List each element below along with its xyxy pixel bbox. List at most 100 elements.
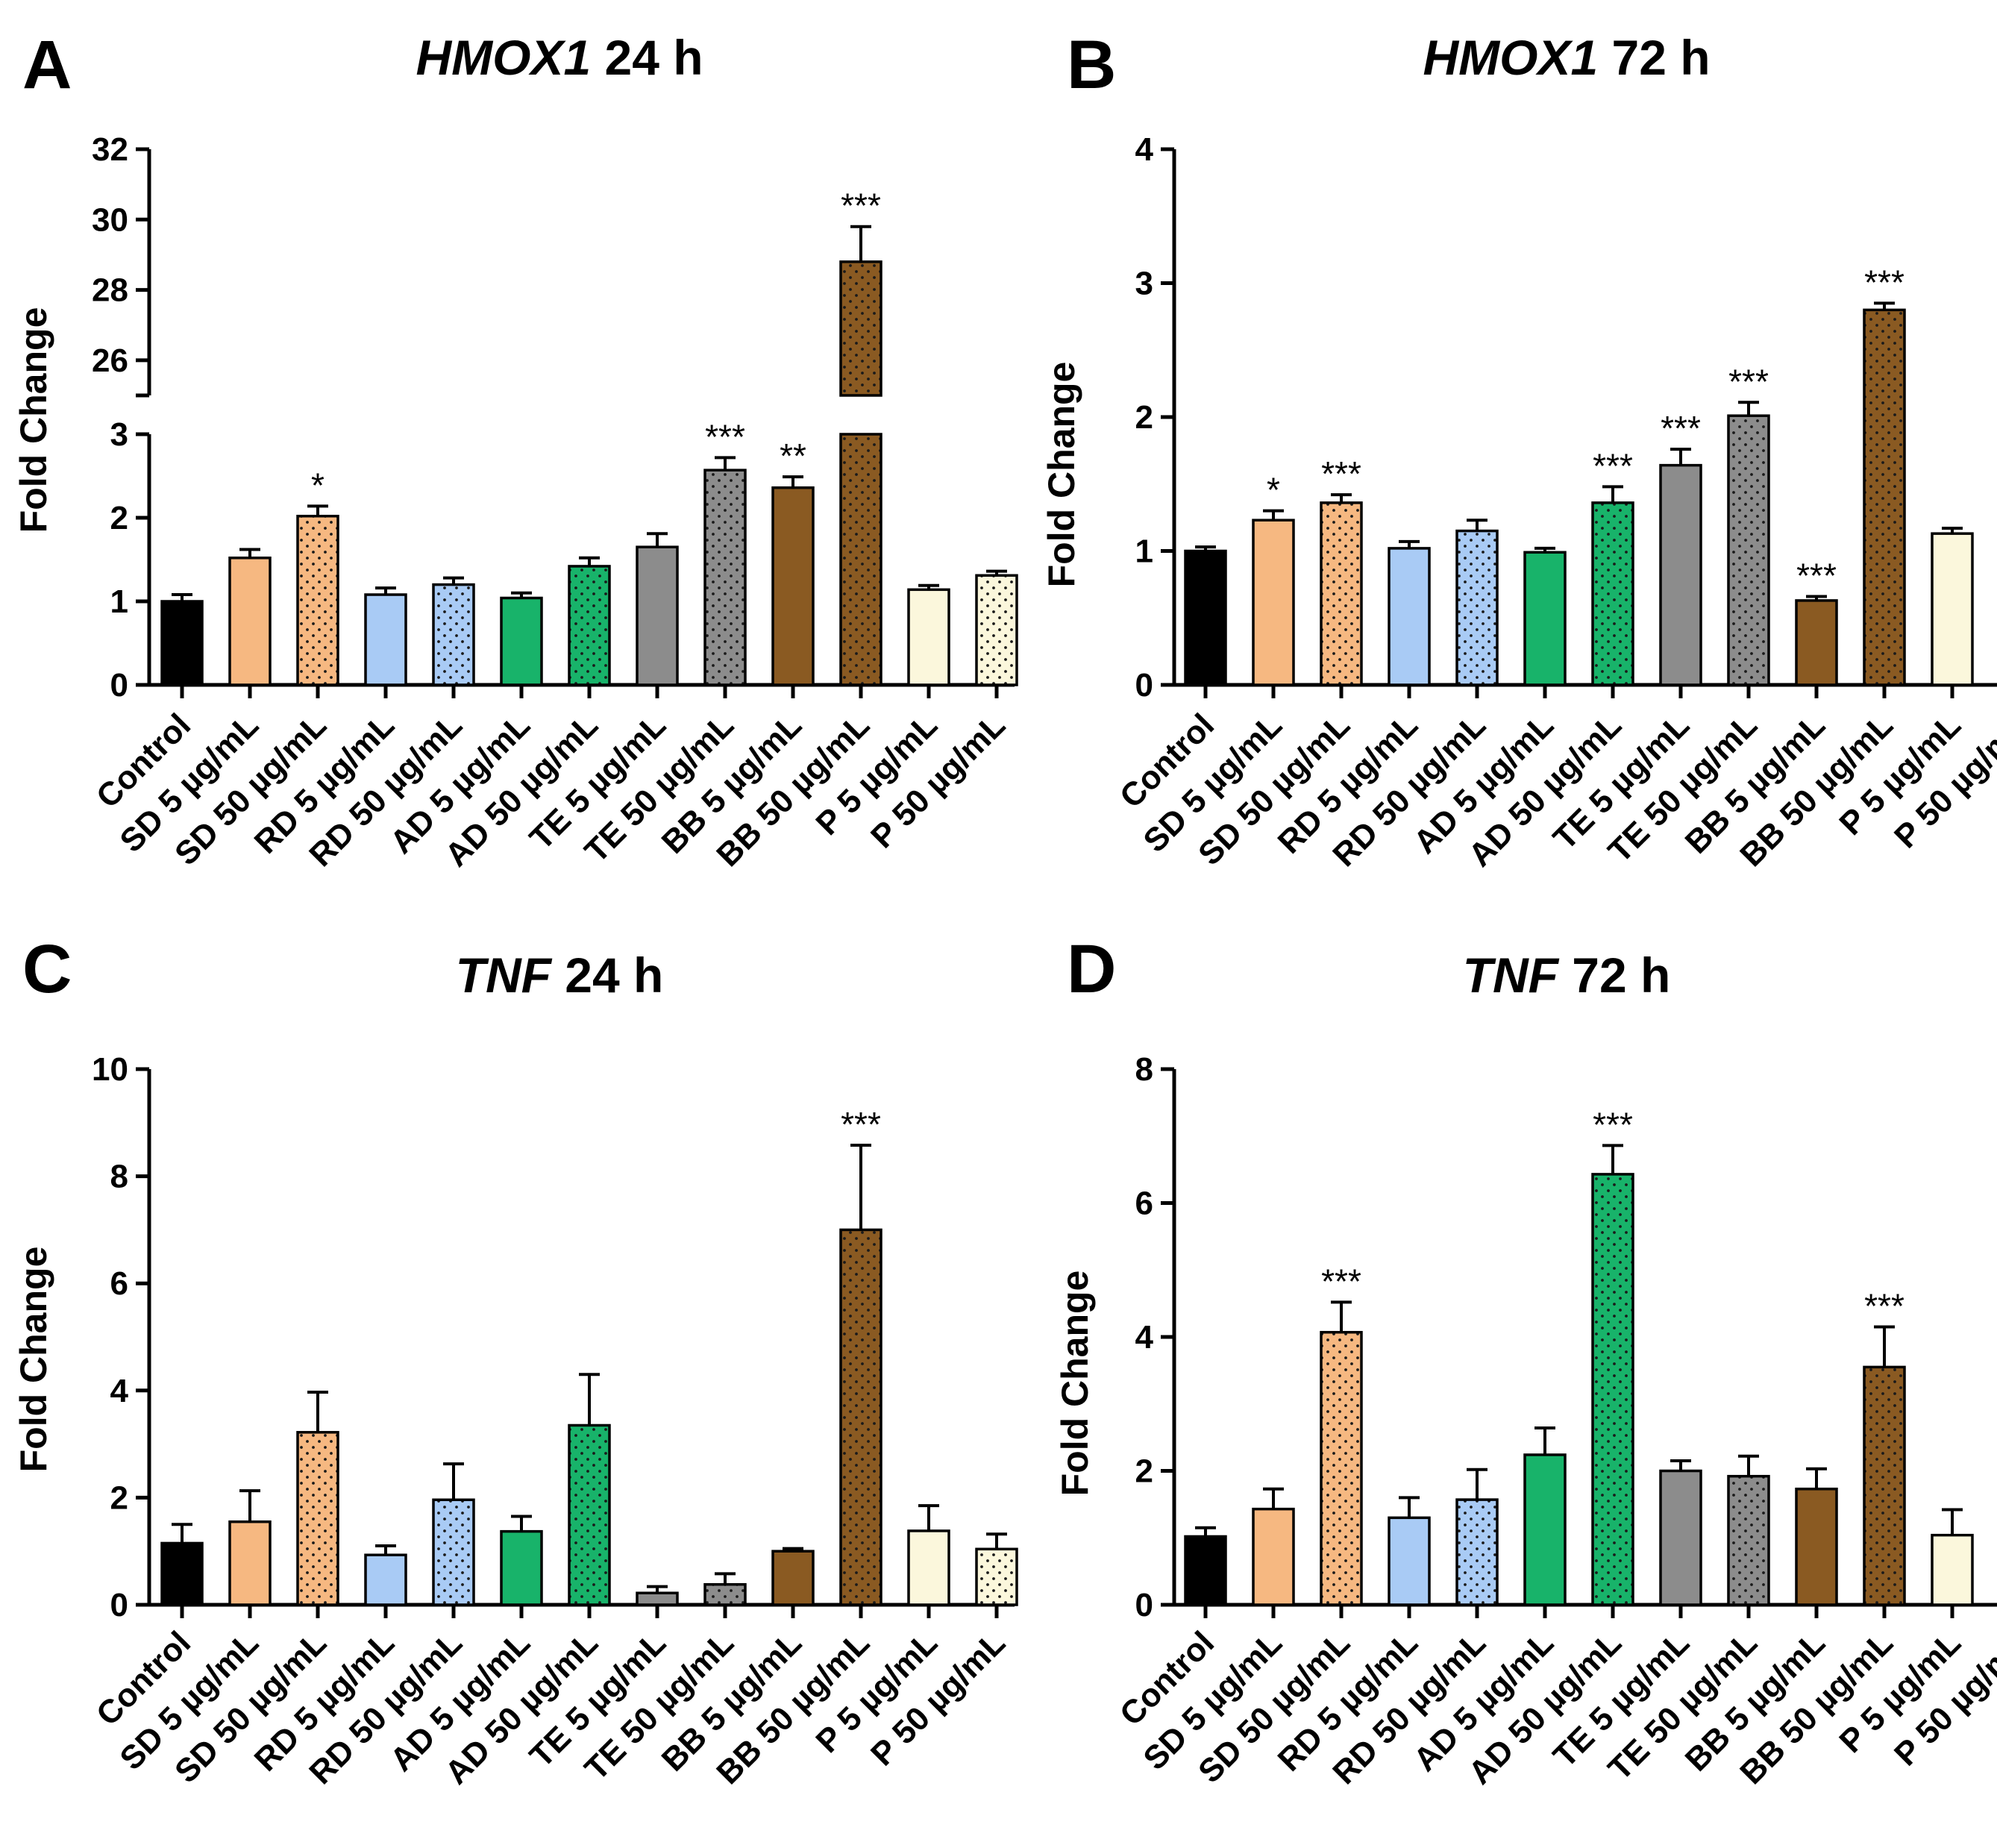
bar-sd-50-ug-ml [296,1431,339,1606]
bar-rd-50-ug-ml [1455,529,1499,686]
bar-control [160,1541,204,1606]
chart-title-gene: TNF [1463,948,1560,1003]
bar-rd-50-ug-ml [432,1498,475,1606]
bar-p-5-ug-ml [1931,1533,1974,1606]
chart-title-time: 72 h [1598,30,1710,85]
significance-mark: * [311,466,325,504]
chart-title: TNF 24 h [456,948,664,1003]
y-tick-label: 0 [1135,1587,1153,1623]
bar-sd-5-ug-ml [228,557,272,686]
bar-rd-5-ug-ml [1388,1516,1431,1606]
y-axis-label: Fold Change [1041,362,1082,588]
y-tick-label: 1 [110,583,128,620]
y-tick-label: 6 [110,1265,128,1302]
significance-mark: *** [705,417,745,456]
y-tick-label: 26 [92,342,128,379]
y-tick-label: 0 [110,667,128,704]
bar-te-5-ug-ml [1659,1469,1702,1606]
significance-mark: *** [1593,446,1633,485]
y-tick-label: 2 [1135,399,1153,436]
bar-bb-5-ug-ml [1795,599,1838,686]
significance-mark: *** [841,1105,881,1144]
bar-te-50-ug-ml [1727,1474,1770,1606]
y-tick-label: 8 [1135,1051,1153,1088]
bar-te-50-ug-ml [703,469,747,686]
bar-control [1184,549,1227,686]
significance-mark: *** [1864,263,1904,301]
y-tick-label: 2 [1135,1453,1153,1490]
bar-rd-5-ug-ml [1388,547,1431,686]
y-axis-label: Fold Change [1054,1271,1096,1497]
chart-title-time: 24 h [551,948,663,1003]
bar-bb-50-ug-ml-lower [839,433,882,686]
bar-te-50-ug-ml [1727,414,1770,686]
bar-ad-5-ug-ml [500,1529,543,1606]
y-tick-label: 2 [110,500,128,536]
chart-title: HMOX1 72 h [1423,30,1710,85]
bar-p-5-ug-ml [907,1529,950,1606]
y-tick-label: 6 [1135,1185,1153,1222]
panel-letter: D [1067,931,1116,1007]
bar-te-5-ug-ml [636,1591,679,1606]
y-tick-label: 4 [110,1373,129,1409]
chart-title-gene: HMOX1 [1423,30,1598,85]
bar-p-5-ug-ml [907,588,950,686]
bar-rd-50-ug-ml [1455,1498,1499,1606]
bar-ad-50-ug-ml [568,1423,611,1606]
bar-rd-50-ug-ml [432,583,475,686]
y-tick-label: 3 [110,416,128,453]
y-tick-label: 0 [110,1587,128,1623]
panel-letter: C [22,931,72,1007]
y-tick-label: 8 [110,1159,128,1195]
bar-bb-5-ug-ml [1795,1487,1838,1606]
significance-mark: *** [1728,362,1769,401]
y-tick-label: 30 [92,201,128,238]
bar-p-5-ug-ml [1931,532,1974,686]
bar-ad-50-ug-ml [1591,1173,1634,1606]
y-tick-label: 10 [92,1051,128,1088]
y-tick-label: 1 [1135,533,1153,570]
bar-sd-5-ug-ml [1252,1507,1295,1606]
bar-control [1184,1535,1227,1606]
bar-p-50-ug-ml [975,574,1018,686]
significance-mark: * [1267,471,1280,510]
significance-mark: *** [1321,454,1361,493]
chart-title-gene: HMOX1 [416,30,591,85]
bar-p-50-ug-ml [975,1547,1018,1606]
bar-rd-5-ug-ml [364,593,407,686]
bar-bb-5-ug-ml [771,486,815,686]
chart-title: HMOX1 24 h [416,30,703,85]
bar-control [160,600,204,686]
y-tick-label: 4 [1135,131,1154,168]
y-axis-label: Fold Change [13,307,54,533]
chart-title-gene: TNF [456,948,553,1003]
chart-title: TNF 72 h [1463,948,1671,1003]
bar-te-5-ug-ml [636,545,679,686]
bar-ad-50-ug-ml [568,565,611,686]
significance-mark: *** [841,187,881,225]
bar-bb-50-ug-ml [1863,308,1906,686]
bar-sd-5-ug-ml [228,1520,272,1606]
significance-mark: *** [1593,1105,1633,1144]
significance-mark: ** [780,436,806,475]
significance-mark: *** [1796,557,1837,595]
bar-te-5-ug-ml [1659,463,1702,686]
bar-ad-5-ug-ml [1523,1453,1567,1606]
y-tick-label: 4 [1135,1319,1154,1356]
y-axis-label: Fold Change [13,1247,54,1473]
panel-letter: A [22,27,72,103]
significance-mark: *** [1661,409,1701,448]
bar-sd-50-ug-ml [296,515,339,686]
y-tick-label: 0 [1135,667,1153,704]
bar-bb-50-ug-ml [839,260,882,397]
bar-sd-50-ug-ml [1320,501,1363,686]
bar-sd-5-ug-ml [1252,519,1295,686]
bar-ad-5-ug-ml [500,596,543,686]
y-tick-label: 3 [1135,266,1153,302]
bar-ad-5-ug-ml [1523,551,1567,686]
chart-title-time: 72 h [1558,948,1670,1003]
